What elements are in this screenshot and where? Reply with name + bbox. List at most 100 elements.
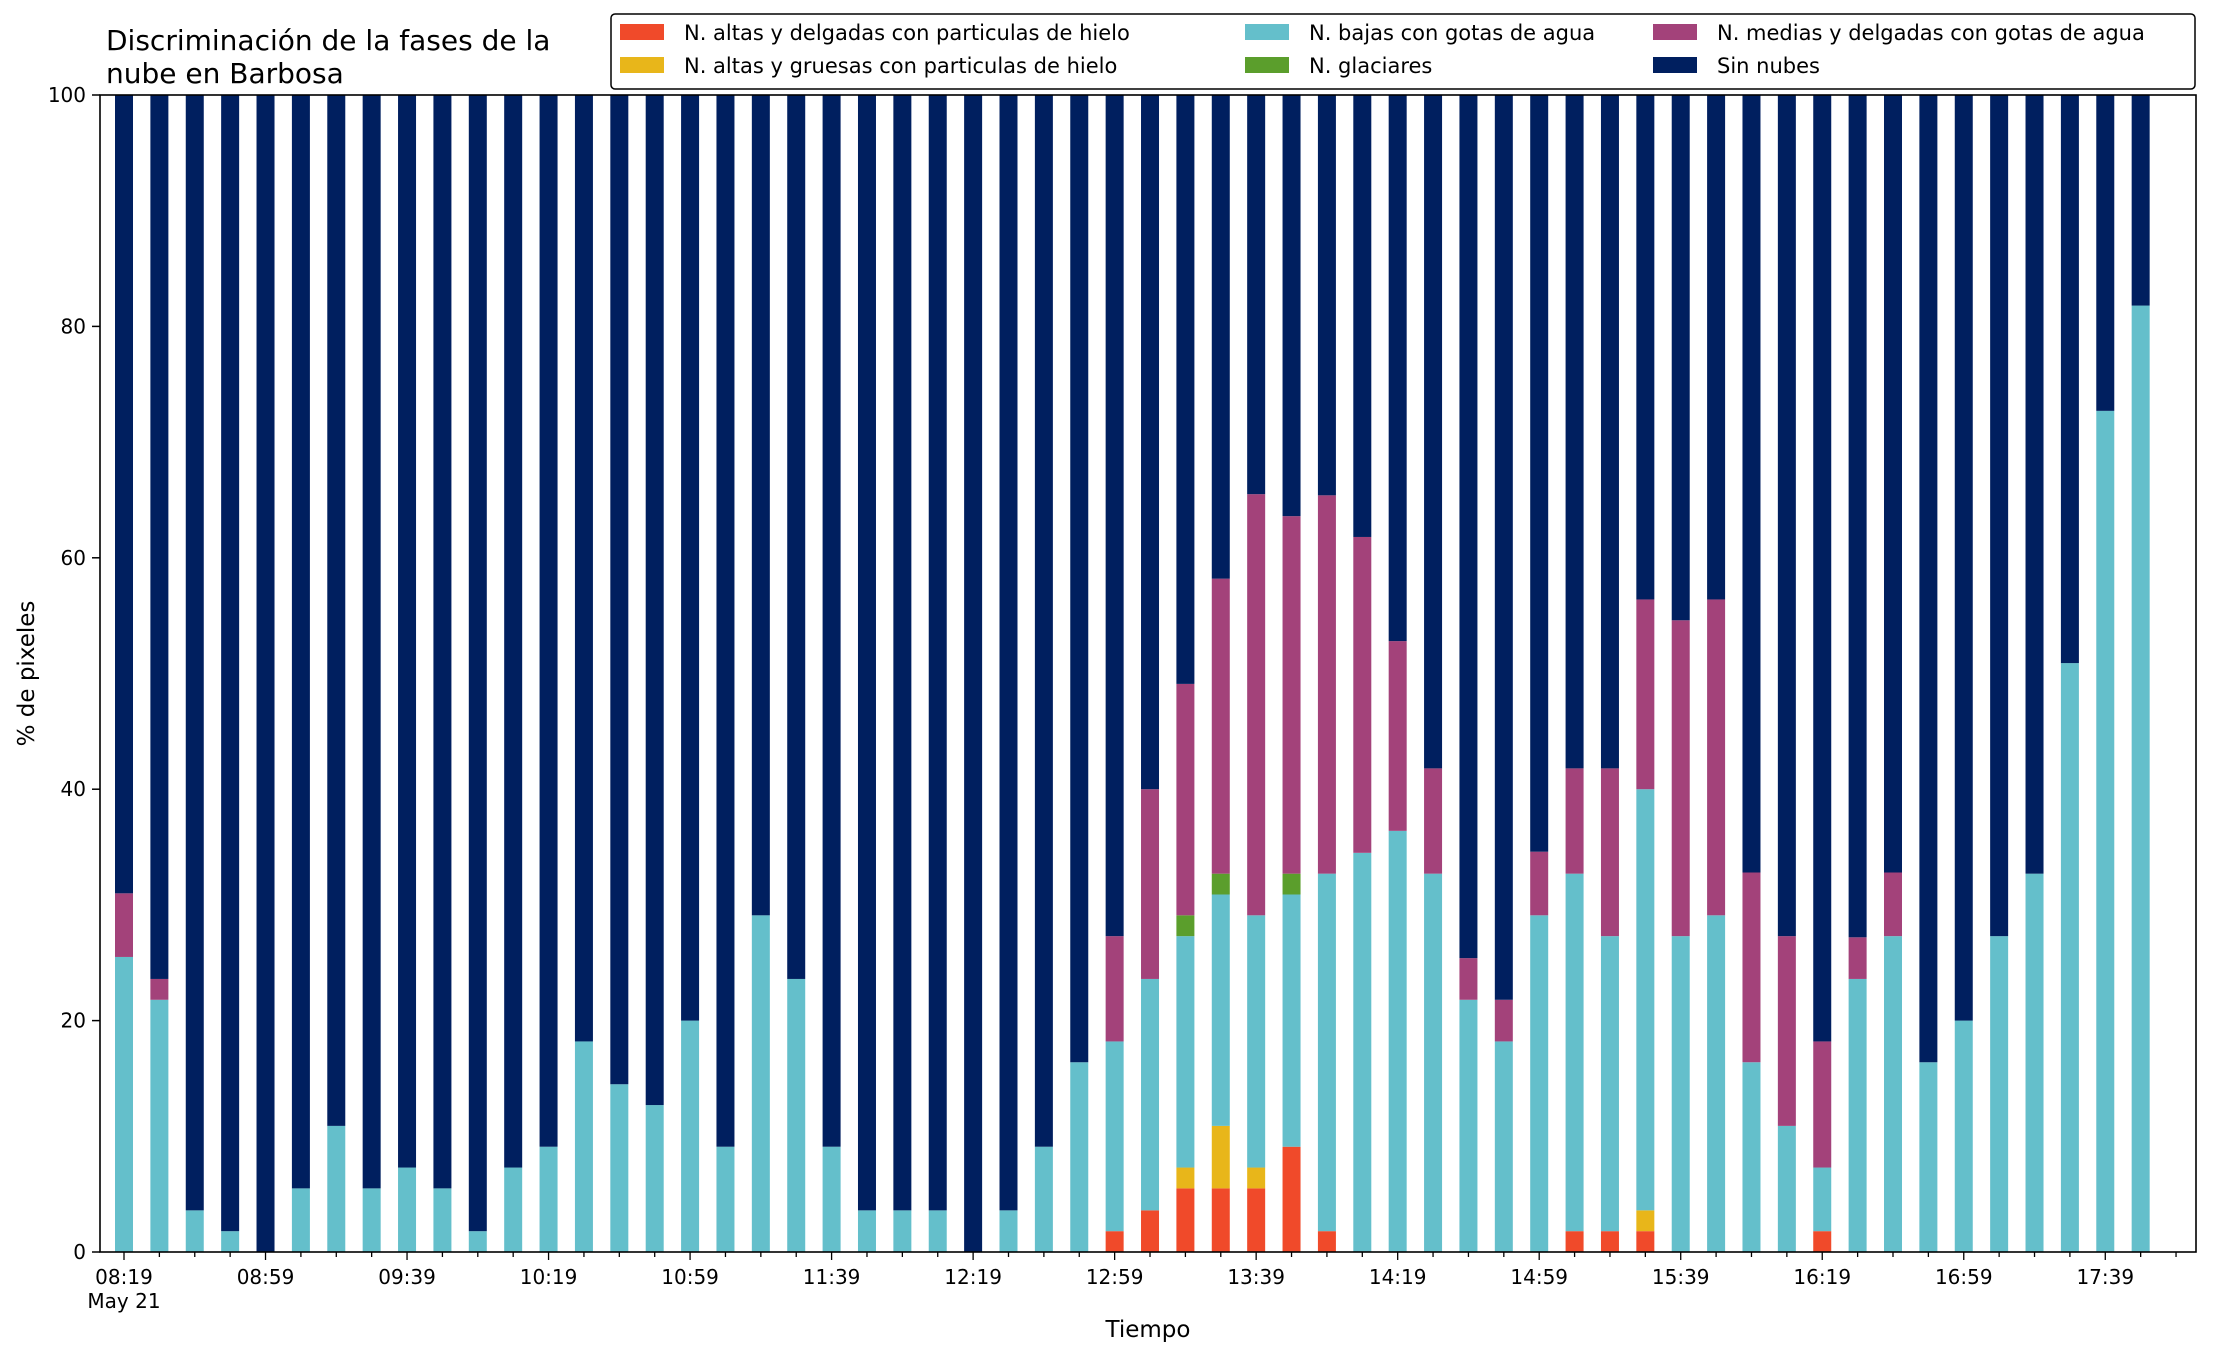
- bar-segment: [1388, 95, 1407, 642]
- bar-segment: [1176, 683, 1195, 916]
- bar-segment: [1919, 1062, 1938, 1252]
- bar-segment: [1636, 599, 1655, 790]
- bar-segment: [1848, 978, 1867, 1252]
- bar-segment: [2096, 410, 2115, 1252]
- plot-frame: [99, 94, 2197, 1253]
- bar-segment: [1742, 95, 1761, 873]
- bar-segment: [115, 893, 133, 957]
- bar-segment: [115, 956, 133, 1252]
- bar-segment: [574, 95, 593, 1042]
- bar-segment: [928, 95, 947, 1211]
- x-tick-label: 16:59: [1935, 1265, 1993, 1289]
- bar-segment: [2096, 95, 2115, 411]
- bar-segment: [539, 1146, 558, 1252]
- bar-segment: [1600, 1231, 1619, 1252]
- bar-segment: [1211, 95, 1230, 579]
- bar-segment: [1459, 958, 1478, 1000]
- bar-segment: [1353, 95, 1372, 537]
- bar-segment: [1424, 768, 1443, 874]
- y-tick-label: 100: [48, 83, 86, 107]
- bar-segment: [716, 1146, 735, 1252]
- bar-segment: [1247, 1167, 1266, 1189]
- bar-segment: [893, 1210, 912, 1252]
- bar-segment: [2025, 873, 2044, 1252]
- bar-segment: [1494, 999, 1513, 1042]
- bar-segment: [1176, 915, 1195, 937]
- bar-segment: [1671, 936, 1690, 1252]
- bar-segment: [1424, 95, 1443, 769]
- legend-swatch: [1653, 24, 1697, 40]
- bar-segment: [1884, 872, 1902, 937]
- bar-segment: [1034, 1146, 1053, 1252]
- bar-segment: [1317, 495, 1336, 874]
- legend-label: N. medias y delgadas con gotas de agua: [1717, 21, 2145, 45]
- bar-segment: [1848, 937, 1867, 979]
- bar-segment: [1707, 95, 1726, 600]
- bar-segment: [1954, 1020, 1973, 1252]
- bar-segment: [1247, 915, 1266, 1168]
- y-axis-label: % de pixeles: [14, 601, 40, 747]
- bar-segment: [1884, 95, 1902, 873]
- bar-segment: [1530, 851, 1549, 916]
- bar-segment: [1282, 516, 1301, 874]
- bar-segment: [1919, 95, 1938, 1063]
- bar-segment: [1742, 872, 1761, 1063]
- bar-segment: [1211, 873, 1230, 895]
- bar-segment: [185, 1210, 204, 1252]
- legend-swatch: [620, 24, 664, 40]
- bar-segment: [1141, 978, 1160, 1211]
- bar-segment: [999, 1210, 1018, 1252]
- x-tick-label: 15:39: [1652, 1265, 1710, 1289]
- bar-segment: [716, 95, 735, 1147]
- bar-segment: [822, 95, 841, 1147]
- bar-segment: [1247, 1188, 1266, 1252]
- bar-segment: [398, 95, 417, 1168]
- bar-segment: [2131, 305, 2150, 1252]
- bar-segment: [1530, 95, 1549, 852]
- y-tick-label: 80: [61, 314, 86, 338]
- bar-segment: [1282, 873, 1301, 895]
- bar-segment: [1459, 95, 1478, 959]
- x-tick-label: 14:19: [1369, 1265, 1427, 1289]
- bar-segment: [1282, 894, 1301, 1147]
- bar-segment: [1247, 95, 1266, 495]
- bar-segment: [787, 978, 806, 1252]
- bar-segment: [1636, 789, 1655, 1211]
- legend-label: Sin nubes: [1717, 54, 1820, 78]
- bar-segment: [1600, 936, 1619, 1232]
- x-tick-label: 13:39: [1227, 1265, 1285, 1289]
- bar-segment: [1388, 641, 1407, 831]
- bar-segment: [504, 95, 523, 1168]
- legend-label: N. bajas con gotas de agua: [1309, 21, 1595, 45]
- legend-item: N. bajas con gotas de agua: [1245, 21, 1595, 45]
- bar-segment: [291, 1188, 310, 1252]
- x-tick-label: 10:19: [520, 1265, 578, 1289]
- legend-swatch: [620, 57, 664, 73]
- legend-item: N. altas y gruesas con particulas de hie…: [620, 54, 1117, 78]
- y-axis: 0 20 40 60 80 100: [48, 83, 100, 1264]
- bar-segment: [1565, 768, 1584, 874]
- bar-segment: [398, 1167, 417, 1252]
- bar-segment: [1600, 95, 1619, 769]
- bar-segment: [468, 95, 487, 1232]
- x-tick-label: 14:59: [1510, 1265, 1568, 1289]
- x-axis: 08:19 May 21 08:59 09:39 10:19 10:59 11:39 12:1…: [87, 1252, 2177, 1313]
- bar-segment: [1565, 1231, 1584, 1252]
- bar-segment: [574, 1041, 593, 1252]
- bar-segment: [1990, 95, 2009, 937]
- x-tick-label: 16:19: [1793, 1265, 1851, 1289]
- bar-segment: [1813, 1041, 1832, 1168]
- bar-segment: [857, 1210, 876, 1252]
- bar-segment: [1742, 1062, 1761, 1252]
- bar-segment: [1176, 1188, 1195, 1252]
- legend-box: [610, 13, 2196, 90]
- x-tick-label: 11:39: [803, 1265, 861, 1289]
- bar-segment: [1388, 830, 1407, 1252]
- bar-segment: [115, 95, 133, 894]
- bar-segment: [681, 95, 700, 1021]
- x-tick-label: 12:19: [944, 1265, 1002, 1289]
- x-tick-label: 08:19 May 21: [87, 1265, 160, 1313]
- bar-segment: [822, 1146, 841, 1252]
- bar-segment: [1777, 1125, 1796, 1252]
- legend-item: N. altas y delgadas con particulas de hi…: [620, 21, 1130, 45]
